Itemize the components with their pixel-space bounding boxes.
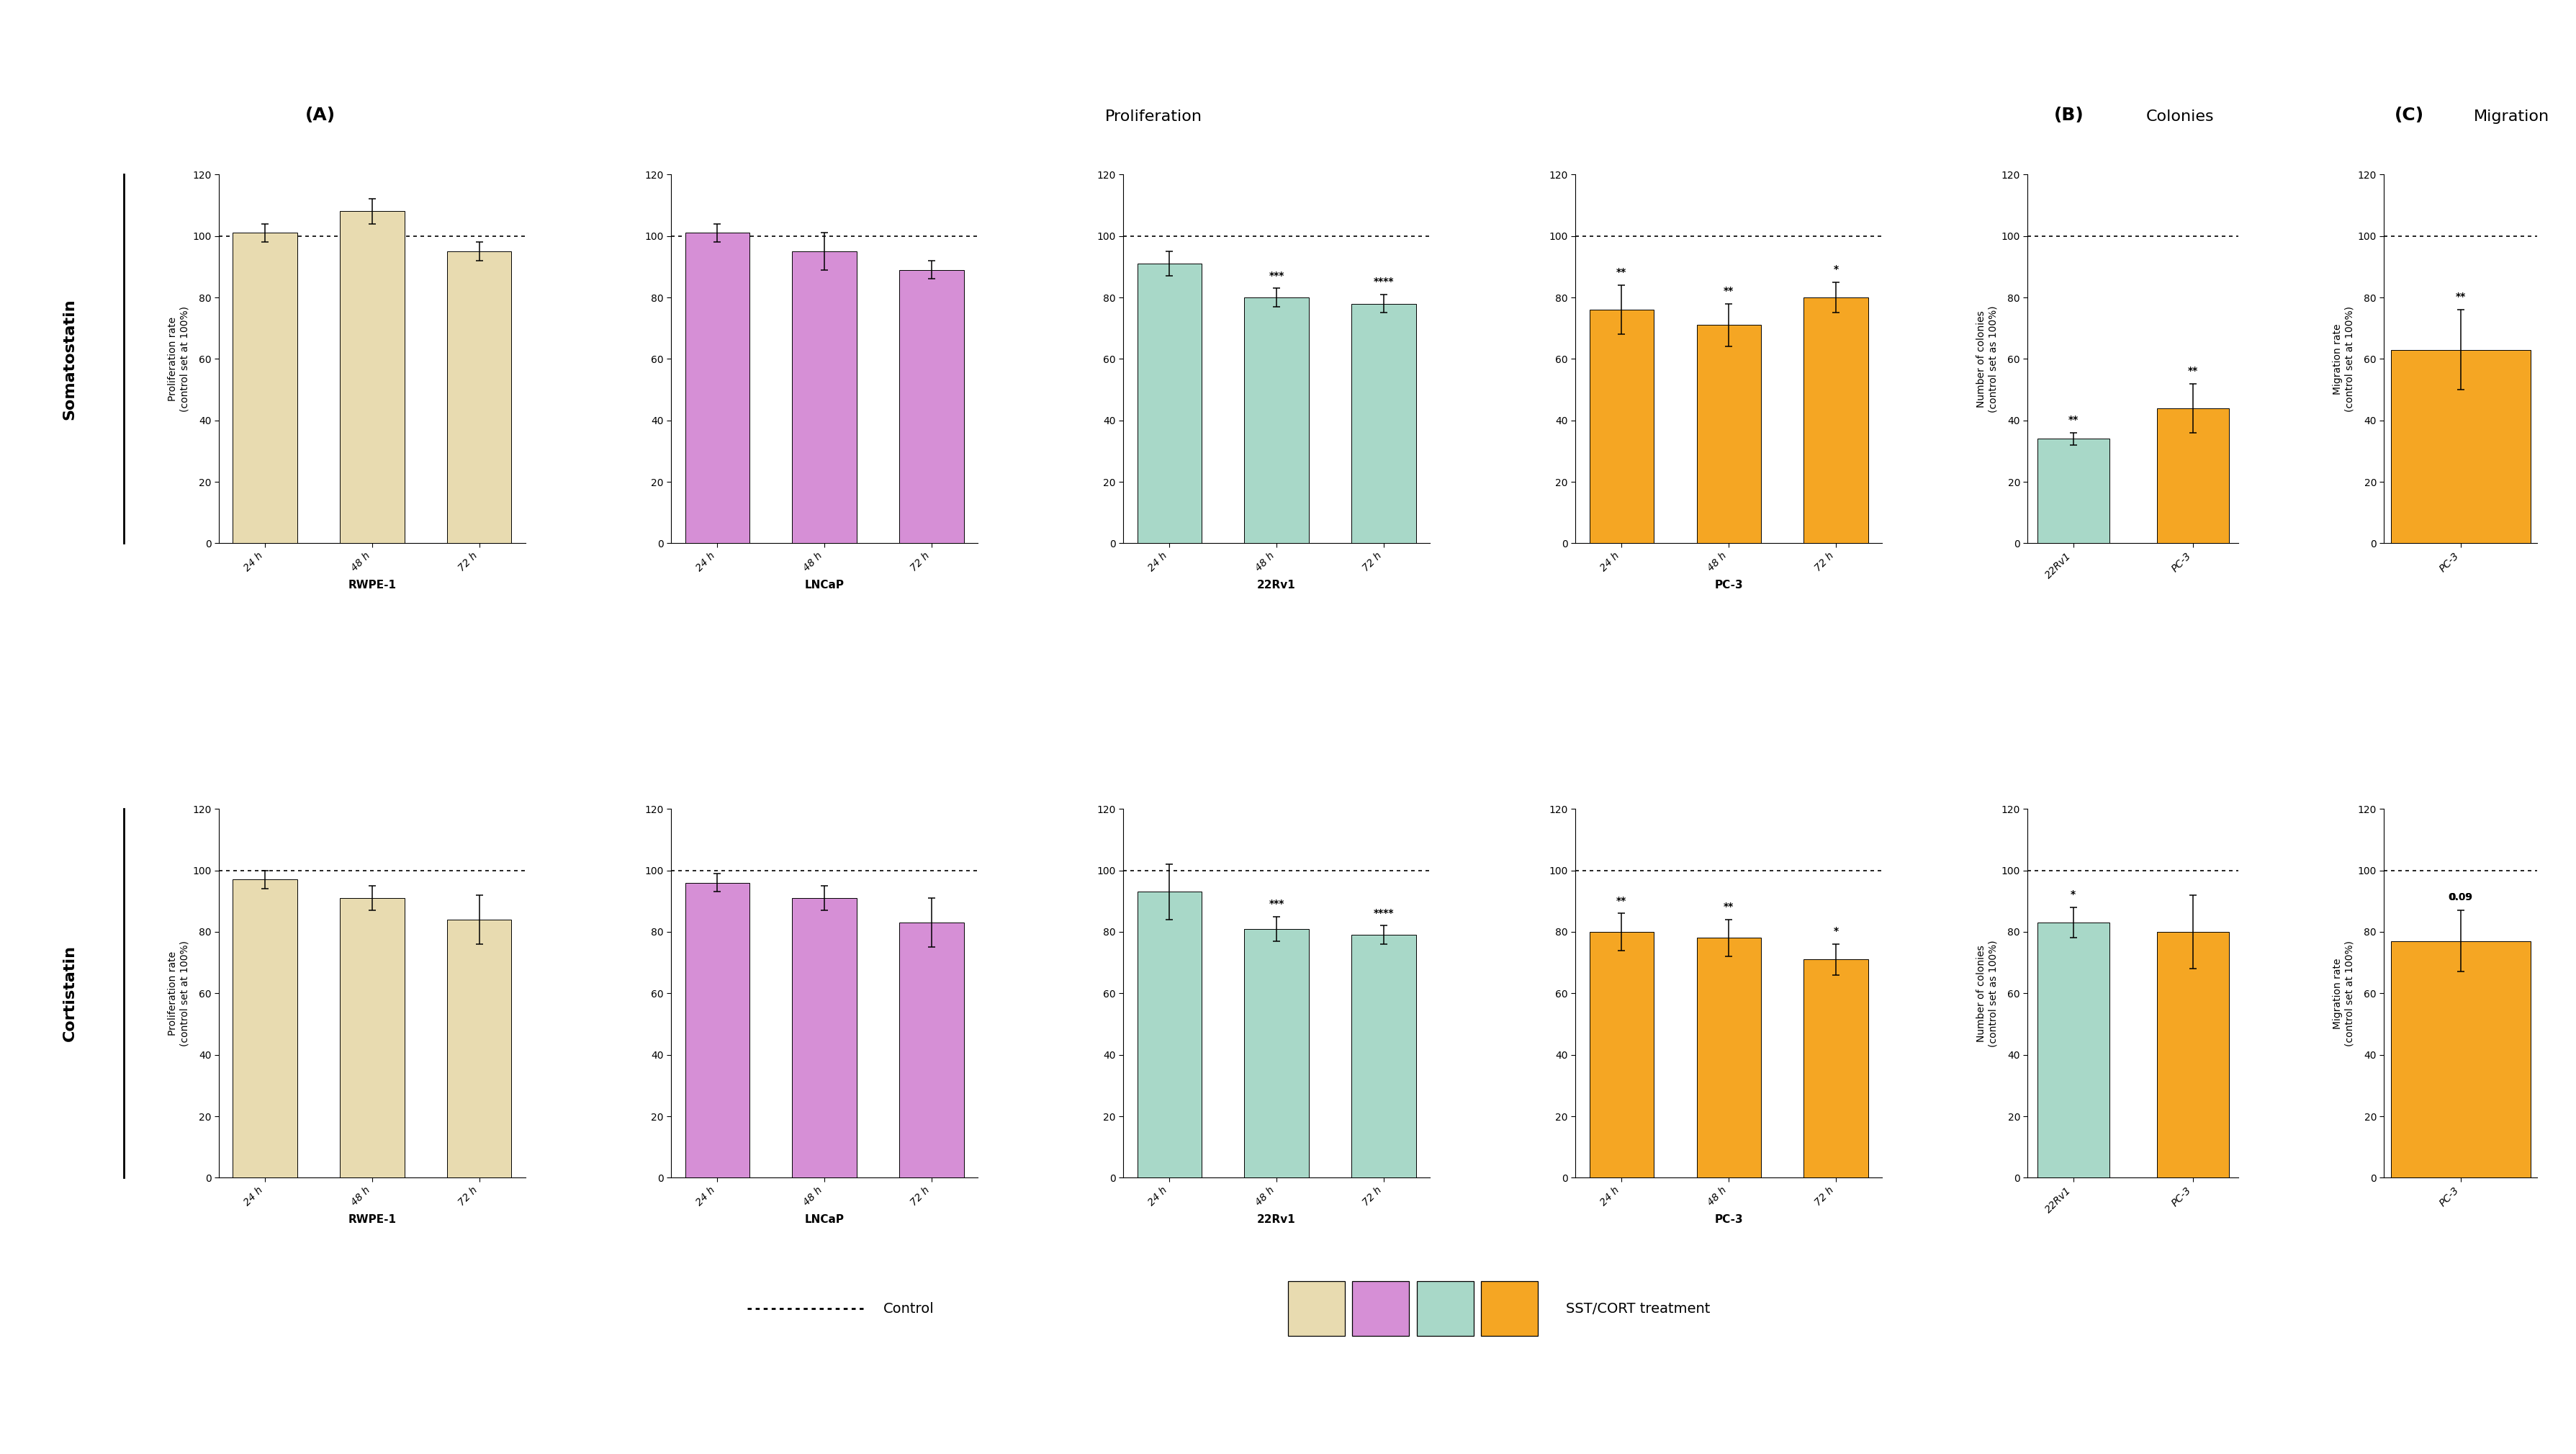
X-axis label: PC-3: PC-3 xyxy=(1716,1214,1744,1224)
Bar xyxy=(232,233,296,544)
Y-axis label: Migration rate
(control set at 100%): Migration rate (control set at 100%) xyxy=(2334,941,2354,1047)
Text: SST/CORT treatment: SST/CORT treatment xyxy=(1566,1301,1710,1316)
Bar xyxy=(232,880,296,1178)
Bar xyxy=(1698,938,1762,1178)
Bar xyxy=(1803,298,1868,544)
Text: ***: *** xyxy=(1270,270,1285,281)
Text: **: ** xyxy=(1723,286,1734,297)
Y-axis label: Number of colonies
(control set as 100%): Number of colonies (control set as 100%) xyxy=(1976,305,1999,413)
Bar xyxy=(1136,891,1200,1178)
Bar xyxy=(2391,941,2530,1178)
Bar xyxy=(448,252,513,544)
Bar xyxy=(2156,932,2228,1178)
Bar xyxy=(448,919,513,1178)
Bar xyxy=(2038,923,2110,1178)
Bar xyxy=(1244,298,1309,544)
Text: 0.09: 0.09 xyxy=(2447,893,2473,903)
X-axis label: 22Rv1: 22Rv1 xyxy=(1257,1214,1296,1224)
Bar xyxy=(2038,439,2110,544)
Text: *: * xyxy=(1834,926,1839,936)
Bar xyxy=(1352,935,1417,1178)
Y-axis label: Proliferation rate
(control set at 100%): Proliferation rate (control set at 100%) xyxy=(167,941,191,1047)
Text: **: ** xyxy=(1618,268,1625,278)
Bar xyxy=(899,270,963,544)
Text: Migration: Migration xyxy=(2473,109,2550,124)
Y-axis label: Migration rate
(control set at 100%): Migration rate (control set at 100%) xyxy=(2334,305,2354,411)
Text: **: ** xyxy=(1618,896,1625,906)
Text: *: * xyxy=(2071,890,2076,900)
Bar xyxy=(340,211,404,544)
X-axis label: RWPE-1: RWPE-1 xyxy=(348,580,397,590)
Bar xyxy=(685,233,750,544)
Bar xyxy=(2391,349,2530,544)
Text: ***: *** xyxy=(1270,899,1285,909)
Text: (B): (B) xyxy=(2053,106,2084,124)
Bar xyxy=(685,883,750,1178)
Text: ****: **** xyxy=(1373,907,1394,917)
Bar xyxy=(1589,310,1654,544)
Text: Cortistatin: Cortistatin xyxy=(62,945,77,1041)
Text: **: ** xyxy=(2069,414,2079,425)
X-axis label: 22Rv1: 22Rv1 xyxy=(1257,580,1296,590)
Y-axis label: Proliferation rate
(control set at 100%): Proliferation rate (control set at 100%) xyxy=(167,305,191,411)
X-axis label: LNCaP: LNCaP xyxy=(804,580,845,590)
Bar xyxy=(793,252,858,544)
Bar xyxy=(899,923,963,1178)
Text: **: ** xyxy=(1723,901,1734,912)
Text: Somatostatin: Somatostatin xyxy=(62,298,77,420)
Text: (C): (C) xyxy=(2396,106,2424,124)
Text: 0.09: 0.09 xyxy=(2450,893,2473,903)
Bar xyxy=(793,899,858,1178)
Text: **: ** xyxy=(2187,366,2197,375)
Bar xyxy=(340,899,404,1178)
Bar xyxy=(1698,326,1762,544)
X-axis label: LNCaP: LNCaP xyxy=(804,1214,845,1224)
Text: Proliferation: Proliferation xyxy=(1105,109,1203,124)
X-axis label: PC-3: PC-3 xyxy=(1716,580,1744,590)
Text: Colonies: Colonies xyxy=(2146,109,2213,124)
Bar xyxy=(2156,409,2228,544)
Bar xyxy=(1803,960,1868,1178)
Text: ****: **** xyxy=(1373,276,1394,286)
Text: (A): (A) xyxy=(307,106,335,124)
Y-axis label: Number of colonies
(control set as 100%): Number of colonies (control set as 100%) xyxy=(1976,939,1999,1047)
Bar xyxy=(1244,929,1309,1178)
Text: Control: Control xyxy=(884,1301,935,1316)
Text: *: * xyxy=(1834,265,1839,275)
Text: **: ** xyxy=(2455,292,2465,302)
Bar xyxy=(1589,932,1654,1178)
X-axis label: RWPE-1: RWPE-1 xyxy=(348,1214,397,1224)
Bar xyxy=(1136,263,1200,544)
Bar xyxy=(1352,304,1417,544)
